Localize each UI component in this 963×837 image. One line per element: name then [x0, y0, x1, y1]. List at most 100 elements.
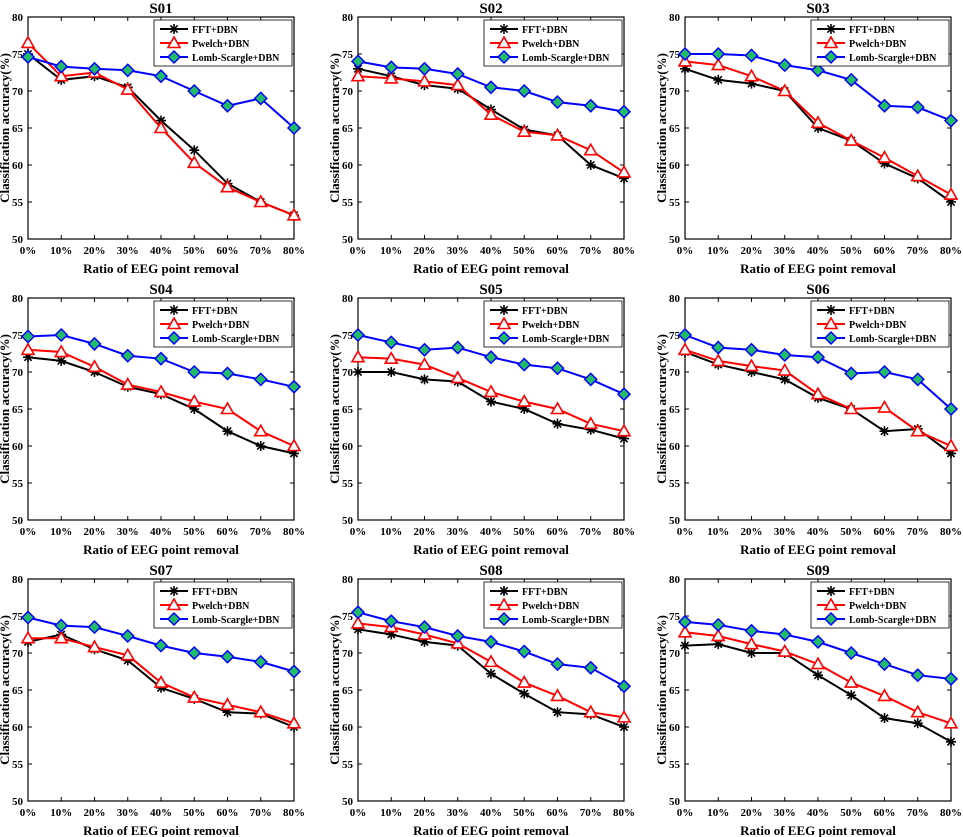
- x-tick-label: 0%: [677, 807, 694, 819]
- x-tick-label: 40%: [480, 526, 502, 538]
- data-point: [744, 68, 759, 82]
- series-fft-dbn: [680, 63, 956, 207]
- legend-label: Pwelch+DBN: [192, 39, 250, 50]
- panel-s02: 50 55 60 65 70 75 80 0% 10% 20% 30% 40% 50% 60% 70% 80%…: [327, 1, 635, 276]
- series-fft-dbn: [680, 639, 956, 747]
- data-point: [53, 344, 69, 358]
- legend-marker: [166, 49, 182, 65]
- data-point: [943, 113, 959, 128]
- chart-title: S08: [479, 563, 502, 579]
- x-tick-label: 80%: [283, 245, 305, 257]
- x-axis-label: Ratio of EEG point removal: [740, 542, 896, 557]
- y-axis-label: Classification accuracy(%): [0, 53, 12, 203]
- chart-title: S07: [149, 563, 173, 579]
- data-point: [910, 372, 925, 387]
- data-point: [53, 630, 69, 644]
- data-point: [710, 57, 726, 71]
- data-point: [386, 629, 397, 640]
- legend-label: Pwelch+DBN: [522, 601, 580, 612]
- y-tick-label: 55: [669, 478, 681, 490]
- data-point: [120, 376, 136, 390]
- series-lomb-scargle-dbn: [20, 610, 302, 679]
- data-point: [810, 63, 826, 78]
- data-point: [87, 61, 102, 76]
- x-tick-label: 20%: [414, 245, 436, 257]
- y-tick-label: 70: [342, 648, 354, 660]
- y-tick-label: 50: [342, 234, 354, 246]
- data-point: [813, 670, 823, 681]
- data-point: [946, 197, 956, 207]
- series-lomb-scargle-dbn: [350, 54, 632, 119]
- data-point: [483, 350, 499, 365]
- data-point: [384, 60, 399, 75]
- y-axis-label: Classification accuracy(%): [654, 334, 669, 484]
- legend-marker: [169, 305, 179, 315]
- data-point: [222, 426, 233, 437]
- y-tick-label: 65: [12, 123, 24, 135]
- y-tick-label: 80: [12, 574, 24, 586]
- data-point: [879, 426, 890, 437]
- data-point: [810, 386, 826, 400]
- chart-title: S01: [149, 1, 172, 17]
- x-tick-label: 0%: [20, 245, 37, 257]
- y-tick-label: 65: [669, 404, 681, 416]
- legend-marker: [496, 49, 512, 65]
- data-point: [186, 393, 202, 407]
- y-tick-label: 75: [12, 611, 24, 623]
- legend-marker: [823, 49, 839, 65]
- data-point: [20, 329, 36, 344]
- legend-label: Lomb-Scargle+DBN: [522, 334, 610, 345]
- data-point: [583, 142, 599, 156]
- data-point: [53, 68, 69, 82]
- y-tick-label: 65: [12, 404, 24, 416]
- y-tick-label: 75: [12, 49, 24, 61]
- panel-s06: 50 55 60 65 70 75 80 0% 10% 20% 30% 40% 50% 60% 70% 80%…: [654, 282, 962, 557]
- data-point: [843, 401, 859, 415]
- series-pwelch-dbn: [20, 342, 302, 452]
- data-point: [517, 83, 532, 99]
- y-tick-label: 70: [12, 86, 24, 98]
- y-tick-label: 65: [342, 123, 354, 135]
- x-tick-label: 40%: [150, 526, 172, 538]
- chart-title: S05: [479, 282, 502, 298]
- data-point: [843, 132, 859, 146]
- data-point: [616, 387, 632, 402]
- data-point: [253, 194, 269, 208]
- x-tick-label: 50%: [840, 245, 862, 257]
- y-tick-label: 75: [669, 330, 681, 342]
- legend-marker: [166, 330, 182, 346]
- x-tick-label: 30%: [117, 807, 139, 819]
- data-point: [711, 340, 726, 355]
- series-line: [27, 356, 295, 455]
- x-tick-label: 0%: [20, 526, 37, 538]
- x-tick-label: 40%: [807, 526, 829, 538]
- x-tick-label: 80%: [283, 526, 305, 538]
- data-point: [483, 654, 499, 668]
- legend: FFT+DBN Pwelch+DBN Lomb-Scargle+DBN: [483, 581, 623, 629]
- legend-marker: [823, 316, 839, 330]
- x-tick-label: 20%: [741, 807, 763, 819]
- x-tick-label: 20%: [414, 807, 436, 819]
- data-point: [350, 68, 366, 82]
- data-point: [450, 340, 465, 355]
- legend-marker: [826, 24, 836, 34]
- x-tick-label: 80%: [613, 807, 635, 819]
- y-tick-label: 70: [669, 648, 681, 660]
- data-point: [550, 401, 565, 415]
- x-tick-label: 50%: [513, 807, 535, 819]
- data-point: [844, 645, 859, 661]
- legend-label: Pwelch+DBN: [849, 39, 907, 50]
- series-pwelch-dbn: [350, 615, 632, 723]
- legend-marker: [166, 316, 182, 330]
- y-tick-label: 55: [12, 759, 24, 771]
- data-point: [680, 63, 690, 74]
- data-point: [286, 379, 302, 394]
- data-point: [844, 72, 859, 87]
- series-pwelch-dbn: [677, 342, 959, 452]
- x-axis-label: Ratio of EEG point removal: [413, 261, 569, 276]
- x-tick-label: 50%: [513, 526, 535, 538]
- x-tick-label: 80%: [940, 526, 962, 538]
- data-point: [419, 374, 430, 385]
- data-point: [946, 736, 956, 747]
